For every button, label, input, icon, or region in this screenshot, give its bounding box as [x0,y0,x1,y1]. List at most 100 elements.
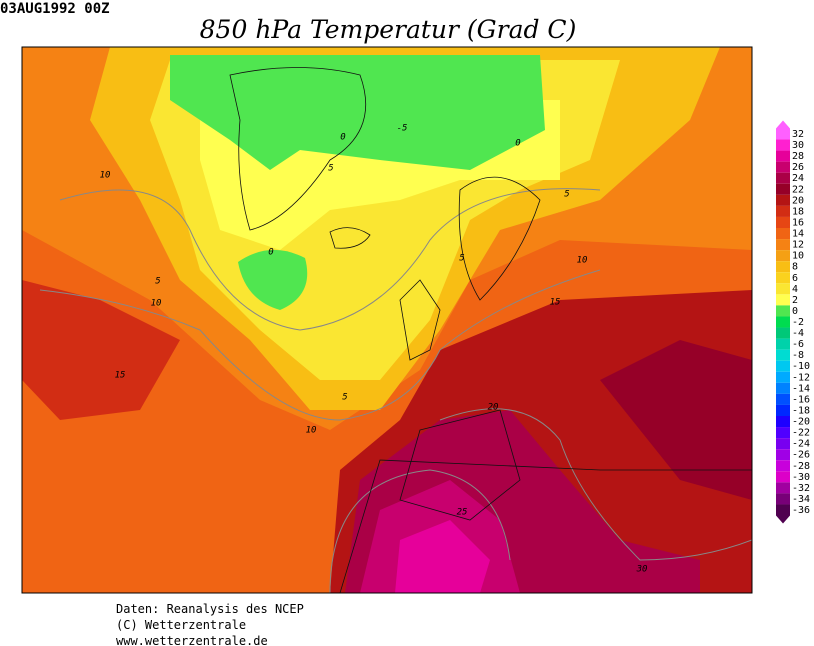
legend-swatch [776,360,790,372]
legend-label: -18 [792,405,810,416]
legend-label: -36 [792,505,810,516]
legend-label: 28 [792,151,804,162]
legend-swatch [776,427,790,439]
contour-label: 25 [457,508,468,518]
legend-swatch [776,150,790,162]
contour-label: 15 [550,298,561,308]
legend-label: 32 [792,129,804,140]
legend-label: 4 [792,284,798,295]
contour-label: 0 [268,248,273,258]
legend-label: -26 [792,450,810,461]
legend-label: 26 [792,162,804,173]
legend-swatch [776,349,790,361]
legend-label: -6 [792,339,804,350]
legend-label: -10 [792,361,810,372]
legend-label: -14 [792,383,810,394]
legend-arrow [776,515,790,524]
legend-swatch [776,305,790,317]
legend-label: -24 [792,439,810,450]
legend-label: -16 [792,394,810,405]
legend-swatch [776,216,790,228]
legend-label: -32 [792,483,810,494]
legend-label: -12 [792,372,810,383]
legend-swatch [776,416,790,428]
contour-label: 5 [342,393,347,403]
legend-swatch [776,438,790,450]
contour-label: 15 [115,371,126,381]
legend-swatch [776,493,790,505]
contour-label: 5 [155,277,160,287]
legend-swatch [776,327,790,339]
legend-swatch [776,139,790,151]
map [22,47,752,593]
legend-label: 0 [792,306,798,317]
contour-label: 20 [488,403,499,413]
legend: 32302826242220181614121086420-2-4-6-8-10… [776,120,810,524]
legend-label: -30 [792,472,810,483]
legend-arrow [776,120,790,129]
legend-label: 8 [792,262,798,273]
contour-label: 5 [328,164,333,174]
legend-swatch [776,449,790,461]
legend-label: 2 [792,295,798,306]
legend-swatch [776,504,790,516]
legend-label: 30 [792,140,804,151]
legend-label: 24 [792,173,804,184]
contour-label: 10 [151,299,162,309]
legend-swatch [776,294,790,306]
legend-label: -2 [792,317,804,328]
legend-swatch [776,393,790,405]
legend-label: 12 [792,240,804,251]
legend-swatch [776,128,790,140]
legend-swatch [776,283,790,295]
legend-swatch [776,261,790,273]
legend-swatch [776,482,790,494]
contour-label: 0 [515,139,520,149]
legend-swatch [776,316,790,328]
title: 850 hPa Temperatur (Grad C) [200,15,577,44]
legend-swatch [776,371,790,383]
legend-label: 10 [792,251,804,262]
footer-line: (C) Wetterzentrale [116,618,246,632]
legend-swatch [776,338,790,350]
legend-swatch [776,205,790,217]
contour-label: 10 [577,256,588,266]
legend-label: -22 [792,428,810,439]
legend-swatch [776,239,790,251]
legend-label: 16 [792,217,804,228]
legend-label: -34 [792,494,810,505]
legend-label: 20 [792,195,804,206]
legend-swatch [776,404,790,416]
legend-swatch [776,172,790,184]
legend-label: -8 [792,350,804,361]
contour-label: 5 [564,190,569,200]
legend-label: -4 [792,328,804,339]
date: 03AUG1992 00Z [0,1,110,17]
legend-swatch [776,194,790,206]
contour-label: 0 [340,133,345,143]
contour-label: 10 [306,426,317,436]
legend-swatch [776,228,790,240]
contour-label: 30 [636,565,648,575]
legend-label: 6 [792,273,798,284]
legend-swatch [776,460,790,472]
contour-labels: 10 0 -5 0 5 5 0 5 10 5 10 15 15 5 20 10 … [100,124,648,575]
contour-label: 5 [459,254,464,264]
legend-swatch [776,471,790,483]
contour-label: 10 [100,171,111,181]
footer-line: www.wetterzentrale.de [116,634,268,646]
legend-swatch [776,272,790,284]
legend-swatch [776,183,790,195]
legend-label: -20 [792,417,810,428]
legend-label: 22 [792,184,804,195]
legend-label: 18 [792,206,804,217]
legend-label: 14 [792,229,804,240]
legend-label: -28 [792,461,810,472]
legend-swatch [776,382,790,394]
contour-label: -5 [397,124,408,134]
map-frame [21,46,753,594]
legend-swatch [776,250,790,262]
footer-line: Daten: Reanalysis des NCEP [116,602,304,616]
legend-swatch [776,161,790,173]
